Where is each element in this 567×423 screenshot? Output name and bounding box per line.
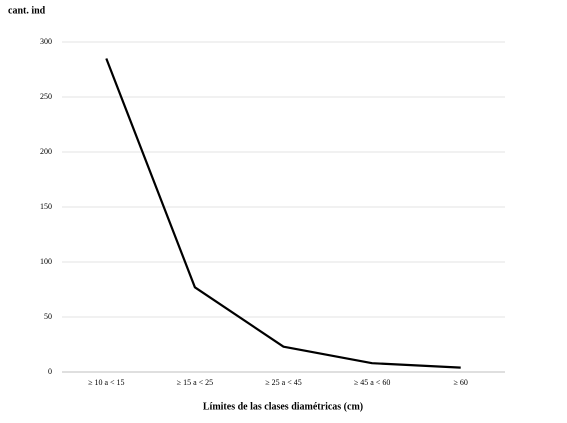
- y-tick-label: 250: [40, 92, 52, 101]
- y-axis-title: cant. ind: [8, 5, 46, 16]
- y-tick-label: 200: [40, 147, 52, 156]
- y-tick-label: 50: [44, 312, 52, 321]
- y-tick-label: 0: [48, 367, 52, 376]
- x-axis-title: Límites de las clases diamétricas (cm): [203, 401, 363, 412]
- y-tick-label: 300: [40, 37, 52, 46]
- x-tick-label: ≥ 60: [454, 378, 468, 387]
- y-tick-label: 150: [40, 202, 52, 211]
- x-tick-label: ≥ 45 a < 60: [354, 378, 390, 387]
- x-tick-label: ≥ 25 a < 45: [265, 378, 301, 387]
- line-series: [105, 58, 461, 369]
- x-tick-label: ≥ 15 a < 25: [177, 378, 213, 387]
- x-tick-label: ≥ 10 a < 15: [88, 378, 124, 387]
- y-tick-label: 100: [40, 257, 52, 266]
